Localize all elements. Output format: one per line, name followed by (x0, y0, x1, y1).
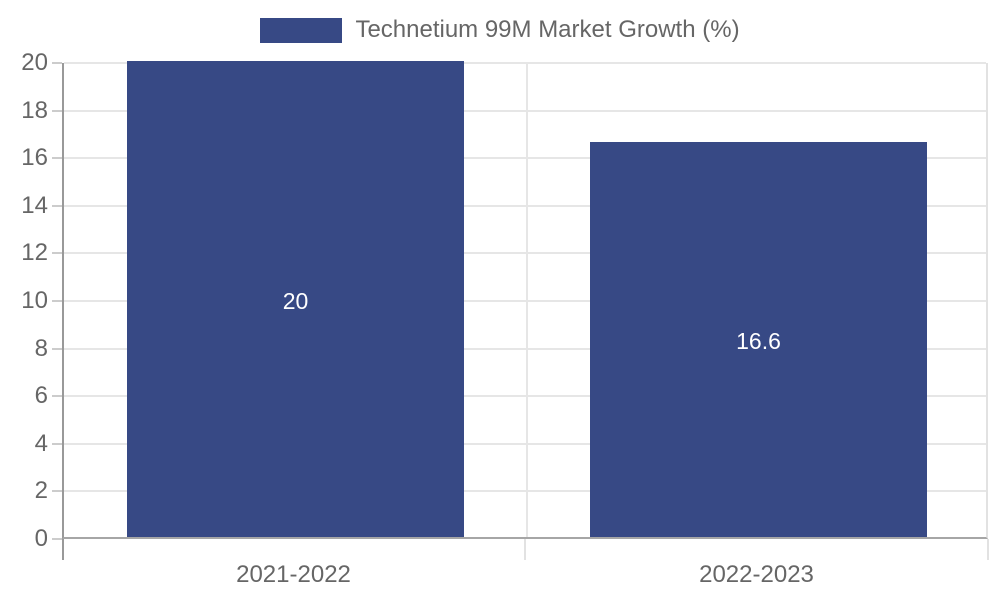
y-tick-mark (52, 62, 62, 64)
x-axis-tick (524, 539, 526, 560)
gridline-y-16 (64, 157, 986, 160)
gridline-y-10 (64, 300, 986, 302)
y-tick-mark (52, 538, 62, 540)
y-tick-mark (52, 442, 62, 445)
y-axis-tick-extension (62, 539, 64, 560)
y-tick-label: 16 (21, 144, 48, 172)
bar-value-label: 16.6 (736, 328, 781, 354)
y-tick-label: 4 (34, 429, 48, 457)
y-tick-label: 8 (34, 334, 48, 362)
y-tick-label: 6 (34, 382, 48, 410)
y-tick-label: 10 (21, 287, 48, 314)
y-tick-label: 20 (21, 49, 48, 76)
legend-swatch (260, 17, 343, 43)
y-tick-mark (52, 204, 62, 207)
y-tick-mark (52, 252, 62, 255)
y-tick-label: 12 (21, 239, 48, 267)
x-tick-label: 2022-2023 (699, 561, 814, 588)
legend-label: Technetium 99M Market Growth (%) (355, 16, 740, 43)
y-tick-mark (52, 157, 62, 160)
y-tick-label: 18 (21, 96, 48, 124)
gridline-category-boundary (526, 63, 528, 537)
bar-value-label: 20 (282, 288, 309, 314)
x-tick-label: 2021-2022 (236, 561, 351, 588)
x-axis-tick (987, 539, 989, 560)
y-tick-label: 0 (34, 525, 48, 552)
gridline-y-6 (64, 395, 986, 398)
gridline-y-20 (64, 62, 986, 64)
y-tick-label: 14 (21, 191, 48, 219)
bar-2022-2023[interactable] (590, 141, 927, 537)
y-tick-mark (52, 347, 62, 350)
legend[interactable]: Technetium 99M Market Growth (%) (0, 16, 1000, 44)
plot-area: 20 16.6 (62, 61, 988, 539)
gridline-y-2 (64, 490, 986, 493)
y-tick-mark (52, 490, 62, 493)
gridline-y-4 (64, 442, 986, 445)
y-tick-label: 2 (34, 477, 48, 505)
gridline-y-12 (64, 252, 986, 255)
y-tick-mark (52, 109, 62, 112)
gridline-y-18 (64, 109, 986, 112)
y-tick-mark (52, 300, 62, 302)
bar-2021-2022[interactable] (127, 61, 464, 537)
gridline-y-14 (64, 204, 986, 207)
y-tick-mark (52, 395, 62, 398)
gridline-y-8 (64, 347, 986, 350)
